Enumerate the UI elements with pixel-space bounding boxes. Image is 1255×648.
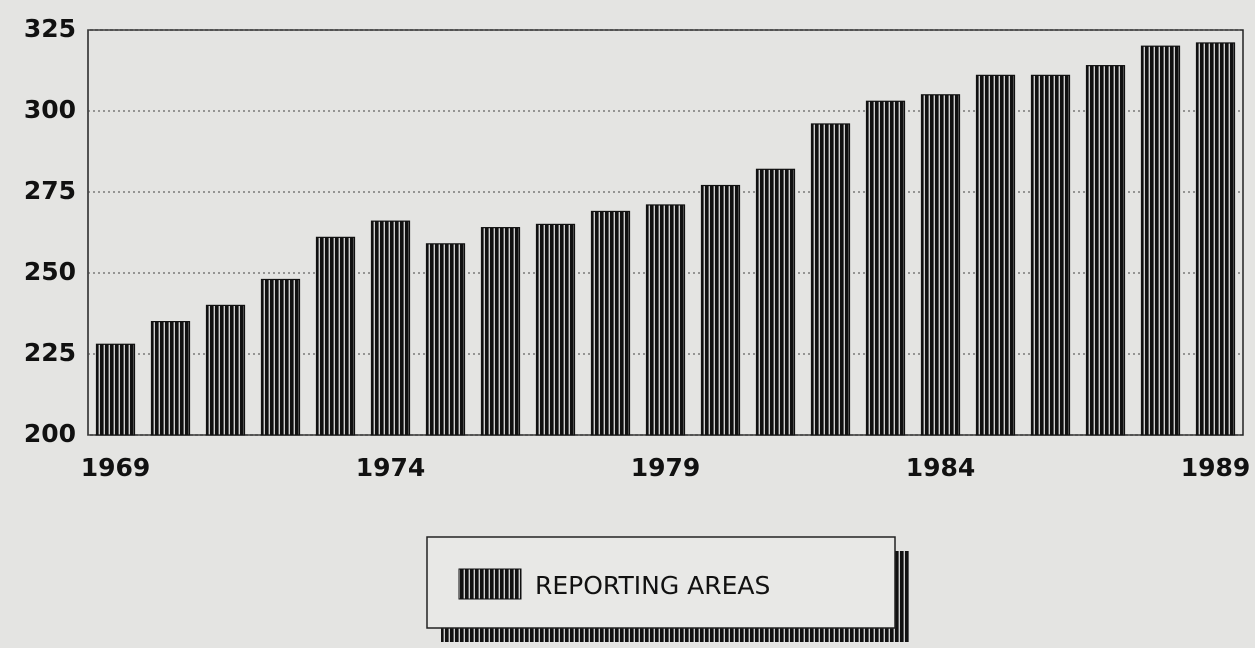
bar [95, 343, 136, 436]
x-tick-label: 1979 [631, 453, 701, 482]
bar [810, 123, 851, 436]
bar [920, 94, 961, 436]
y-tick-label: 200 [24, 419, 76, 448]
bar [700, 184, 741, 436]
bar [205, 304, 246, 436]
y-tick-label: 225 [24, 338, 76, 367]
y-tick-label: 250 [24, 257, 76, 286]
x-tick-label: 1974 [356, 453, 426, 482]
x-tick-label: 1984 [906, 453, 976, 482]
bar [755, 168, 796, 436]
legend-label: REPORTING AREAS [535, 571, 770, 600]
bar [480, 227, 521, 436]
bar [865, 100, 906, 436]
bar [370, 220, 411, 436]
y-tick-label: 275 [24, 176, 76, 205]
x-tick-label: 1969 [81, 453, 151, 482]
bar [1195, 42, 1236, 436]
bar [535, 223, 576, 436]
bar [975, 74, 1016, 436]
bar [590, 210, 631, 436]
bar [260, 278, 301, 436]
bar [1085, 65, 1126, 436]
y-tick-label: 300 [24, 95, 76, 124]
legend-swatch [458, 568, 522, 600]
bar [645, 204, 686, 436]
bar [150, 321, 191, 436]
bar [1140, 45, 1181, 436]
bar [425, 243, 466, 436]
bar [315, 236, 356, 436]
bar [1030, 74, 1071, 436]
y-tick-label: 325 [24, 14, 76, 43]
x-tick-label: 1989 [1181, 453, 1251, 482]
